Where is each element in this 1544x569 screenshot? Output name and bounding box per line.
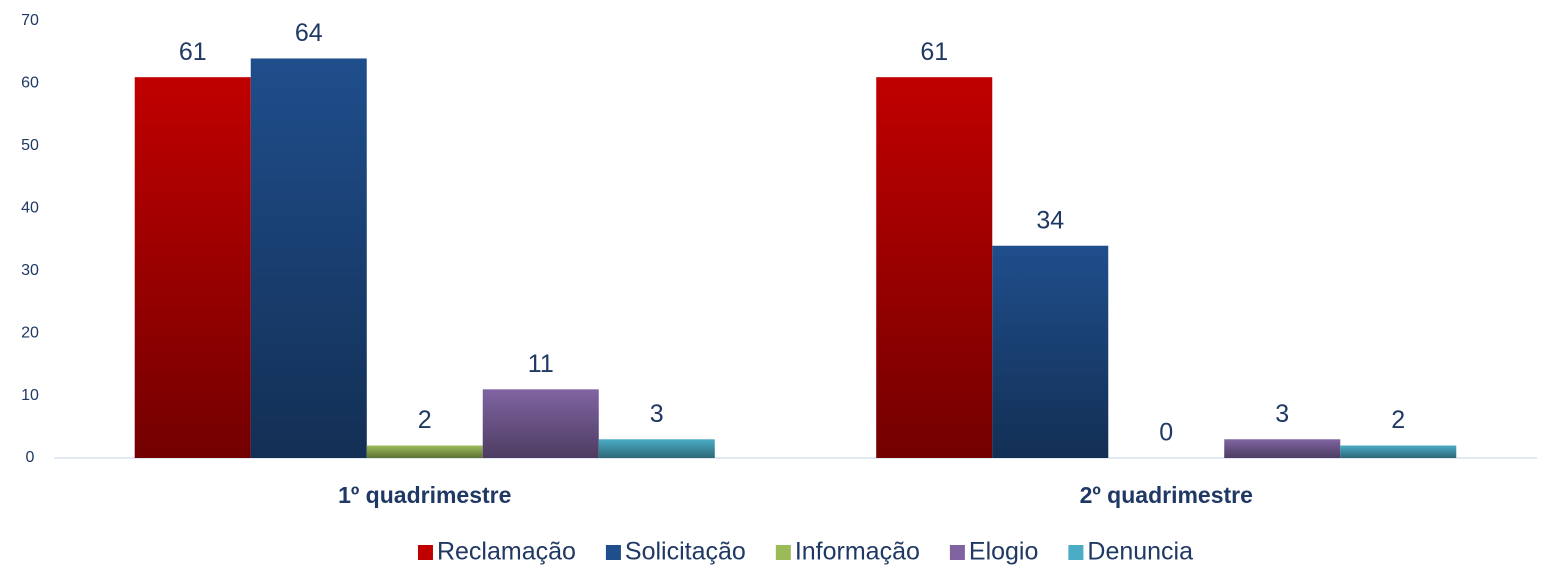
y-tick-label: 30 <box>21 262 39 279</box>
bar-shade <box>366 445 483 458</box>
value-label: 2 <box>1391 406 1405 434</box>
value-label: 0 <box>1159 419 1173 447</box>
legend-label: Denuncia <box>1087 538 1193 566</box>
value-label: 34 <box>1036 206 1064 234</box>
y-tick-label: 0 <box>26 449 35 466</box>
value-label: 2 <box>418 406 432 434</box>
bar-shade <box>1224 439 1341 458</box>
bar-shade <box>134 77 251 458</box>
legend-label: Reclamação <box>437 538 576 566</box>
legend-swatch <box>605 545 621 560</box>
legend-label: Elogio <box>969 538 1039 566</box>
bar-shade <box>250 58 367 458</box>
value-label: 61 <box>920 38 948 66</box>
legend-swatch <box>417 545 433 560</box>
y-tick-label: 70 <box>21 12 39 29</box>
value-label: 61 <box>179 38 207 66</box>
legend-label: Solicitação <box>625 538 746 566</box>
bar-shade <box>992 245 1109 458</box>
y-tick-label: 40 <box>21 200 39 217</box>
value-label: 3 <box>1275 400 1289 428</box>
value-label: 3 <box>650 400 664 428</box>
y-tick-label: 10 <box>21 387 39 404</box>
value-label: 64 <box>295 19 323 47</box>
x-tick-label: 2º quadrimestre <box>1080 482 1253 508</box>
y-tick-label: 60 <box>21 75 39 92</box>
legend-swatch <box>949 545 965 560</box>
y-tick-label: 50 <box>21 137 39 154</box>
legend-swatch <box>1068 545 1084 560</box>
value-label: 11 <box>528 350 554 378</box>
bar-shade <box>598 439 715 458</box>
bar-shade <box>482 389 599 458</box>
y-tick-label: 20 <box>21 324 39 341</box>
legend-swatch <box>775 545 791 560</box>
bar-shade <box>1340 445 1457 458</box>
bar-shade <box>876 77 993 458</box>
x-tick-label: 1º quadrimestre <box>338 482 511 508</box>
legend-label: Informação <box>795 538 920 566</box>
